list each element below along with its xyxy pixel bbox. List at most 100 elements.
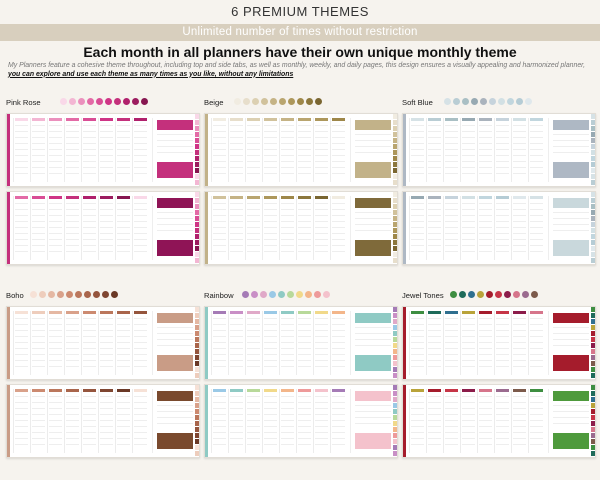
planner-column [330, 311, 347, 375]
color-swatch [486, 291, 493, 298]
color-swatch [323, 291, 330, 298]
planner-side-panel [152, 311, 193, 375]
theme-panel: Soft Blue [402, 97, 596, 273]
color-swatch [522, 291, 529, 298]
color-swatches [234, 98, 322, 105]
color-swatch [516, 98, 523, 105]
planner-side-panel [350, 196, 391, 260]
color-swatch [260, 291, 267, 298]
color-swatches [450, 291, 538, 298]
page-title: 6 PREMIUM THEMES [231, 4, 369, 19]
planner-column [47, 118, 64, 182]
theme-name: Beige [204, 98, 224, 107]
planner-page-preview [6, 113, 200, 187]
planner-column [132, 389, 149, 453]
color-swatch [288, 98, 295, 105]
side-tabs [393, 307, 397, 379]
planner-column [64, 311, 81, 375]
color-swatch [243, 98, 250, 105]
planner-column [13, 311, 30, 375]
planner-column [313, 389, 330, 453]
side-tabs [591, 114, 595, 186]
planner-column [279, 389, 296, 453]
color-swatch [48, 291, 55, 298]
planner-column [296, 196, 313, 260]
planner-column [211, 196, 228, 260]
theme-panel: Pink Rose [6, 97, 200, 273]
color-swatch [69, 98, 76, 105]
planner-column [443, 389, 460, 453]
planner-column [228, 196, 245, 260]
planner-column [132, 196, 149, 260]
planner-column [460, 389, 477, 453]
color-strip [205, 385, 208, 457]
theme-name: Boho [6, 291, 24, 300]
color-swatch [498, 98, 505, 105]
planner-column [494, 389, 511, 453]
planner-column [13, 389, 30, 453]
color-swatches [30, 291, 118, 298]
planner-column [477, 389, 494, 453]
planner-side-panel [152, 389, 193, 453]
color-swatch [459, 291, 466, 298]
color-swatch [114, 98, 121, 105]
side-tabs [393, 114, 397, 186]
planner-column [477, 311, 494, 375]
color-swatch [78, 98, 85, 105]
planner-page-preview [204, 306, 398, 380]
theme-header: Rainbow [204, 290, 396, 302]
planner-page-preview [6, 306, 200, 380]
color-swatches [444, 98, 532, 105]
planner-column [262, 389, 279, 453]
planner-column [228, 118, 245, 182]
side-tabs [591, 385, 595, 457]
color-swatch [287, 291, 294, 298]
planner-column [115, 389, 132, 453]
color-swatch [75, 291, 82, 298]
planner-column [330, 118, 347, 182]
planner-page-preview [204, 384, 398, 458]
planner-column [528, 311, 545, 375]
planner-column [494, 196, 511, 260]
planner-column [98, 118, 115, 182]
planner-column [426, 311, 443, 375]
planner-column [460, 311, 477, 375]
description: My Planners feature a cohesive theme thr… [8, 62, 594, 79]
color-strip [7, 114, 10, 186]
color-swatch [132, 98, 139, 105]
theme-name: Pink Rose [6, 98, 41, 107]
color-swatch [279, 98, 286, 105]
color-swatch [39, 291, 46, 298]
planner-column [511, 311, 528, 375]
color-swatch [480, 98, 487, 105]
color-swatch [66, 291, 73, 298]
planner-column [528, 196, 545, 260]
planner-column [81, 311, 98, 375]
theme-name: Rainbow [204, 291, 234, 300]
color-strip [7, 192, 10, 264]
planner-column [115, 118, 132, 182]
planner-column [296, 118, 313, 182]
color-swatch [296, 291, 303, 298]
planner-column [460, 196, 477, 260]
planner-column [262, 311, 279, 375]
color-swatch [234, 98, 241, 105]
planner-column [296, 389, 313, 453]
planner-column [64, 118, 81, 182]
planner-column [81, 196, 98, 260]
color-swatch [513, 291, 520, 298]
planner-column [228, 311, 245, 375]
planner-side-panel [350, 118, 391, 182]
color-strip [205, 307, 208, 379]
planner-column [245, 196, 262, 260]
color-swatches [242, 291, 330, 298]
planner-side-panel [350, 389, 391, 453]
color-swatch [315, 98, 322, 105]
side-tabs [195, 307, 199, 379]
planner-column [132, 118, 149, 182]
theme-panel: Beige [204, 97, 398, 273]
planner-column [330, 196, 347, 260]
theme-header: Jewel Tones [402, 290, 594, 302]
planner-column [330, 389, 347, 453]
theme-panel: Jewel Tones [402, 290, 596, 466]
